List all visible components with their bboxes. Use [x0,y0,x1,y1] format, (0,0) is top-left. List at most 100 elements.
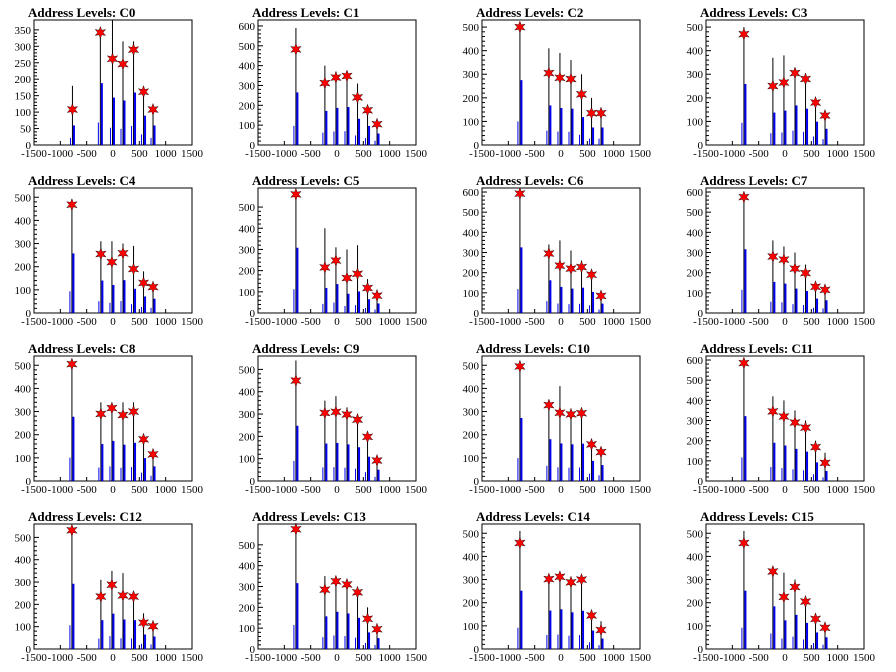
x-tick-label: -1500 [693,484,719,496]
x-tick-label: 500 [131,652,148,664]
peak-marker [575,87,588,101]
peak-marker [565,72,577,86]
x-tick-label: 1000 [155,148,178,160]
x-tick-label: 500 [579,652,596,664]
peak-marker [819,108,831,123]
peak-marker [371,117,383,131]
panel-c2: Address Levels: C20100200300400500-1500-… [463,5,652,160]
y-tick-label: 300 [687,416,704,428]
y-tick-label: 200 [15,430,32,442]
y-tick-label: 100 [463,116,480,128]
peak-marker [799,420,812,435]
peak-marker [554,258,566,273]
x-tick-label: 0 [782,148,788,160]
y-tick-label: 200 [463,268,480,280]
y-tick-label: 100 [15,107,32,119]
x-tick-label: 1500 [853,316,876,328]
y-tick-label: 200 [687,436,704,448]
peak-marker [341,577,353,592]
panel-title: Address Levels: C10 [476,341,590,356]
peak-marker [66,523,78,537]
panel-title: Address Levels: C4 [28,173,136,188]
y-tick-label: 300 [687,575,704,587]
y-tick-label: 600 [463,187,480,199]
peak-marker [319,260,331,275]
x-tick-label: 1000 [379,148,402,160]
peak-marker [543,572,555,586]
x-tick-label: 500 [803,652,820,664]
y-tick-label: 0 [250,308,256,320]
y-tick-label: 0 [250,476,256,488]
peak-marker [514,20,526,34]
x-tick-label: 500 [579,316,596,328]
peak-marker [66,102,79,117]
y-tick-label: 0 [474,140,480,152]
x-tick-label: 500 [131,484,148,496]
panel-title: Address Levels: C7 [700,173,808,188]
x-tick-label: 500 [355,316,372,328]
y-tick-label: 100 [687,116,704,128]
peak-marker [809,440,822,454]
y-tick-label: 100 [239,120,256,132]
x-tick-label: 1500 [181,148,204,160]
panel-c3: Address Levels: C30100200300400500-1500-… [687,5,876,160]
peak-marker [127,589,140,604]
peak-marker [595,289,607,303]
peak-marker [595,623,607,637]
peak-marker [789,261,801,276]
x-tick-label: 1000 [155,484,178,496]
y-tick-label: 500 [15,192,32,204]
y-tick-label: 100 [687,621,704,633]
peak-marker [554,406,566,420]
peak-marker [106,401,118,415]
peak-marker [575,260,588,274]
y-tick-label: 500 [239,202,256,214]
x-tick-label: -1500 [469,484,495,496]
y-tick-label: 300 [15,239,32,251]
peak-marker [789,580,801,594]
y-tick-label: 100 [15,622,32,634]
y-tick-label: 200 [15,262,32,274]
y-tick-label: 300 [15,407,32,419]
panel-c10: Address Levels: C10 0 100 200 300 400 500 -1500… [463,341,652,496]
x-tick-label: 1000 [827,148,850,160]
panel-title: Address Levels: C12 [28,509,142,524]
x-tick-label: 0 [334,652,340,664]
y-tick-label: 400 [687,46,704,58]
peak-marker [767,79,779,93]
y-tick-label: 300 [463,575,480,587]
y-tick-label: 400 [15,555,32,567]
peak-marker [371,622,383,636]
y-tick-label: 400 [687,551,704,563]
x-tick-label: -1500 [21,484,47,496]
x-tick-label: 1000 [603,316,626,328]
x-tick-label: 0 [110,652,116,664]
y-tick-label: 300 [15,41,32,53]
panel-title: Address Levels: C15 [700,509,814,524]
x-tick-label: 1500 [405,148,428,160]
peak-marker [361,103,374,117]
y-tick-label: 0 [698,644,704,656]
y-tick-label: 500 [15,532,32,544]
peak-marker [809,280,822,294]
peak-marker [575,572,588,587]
y-tick-label: 0 [698,140,704,152]
x-tick-label: -1000 [495,148,521,160]
peak-marker [95,407,107,421]
peak-marker [585,106,598,120]
panel-title: Address Levels: C13 [252,509,366,524]
y-tick-label: 0 [250,644,256,656]
x-tick-label: 0 [110,148,116,160]
peak-marker [778,409,790,424]
peak-marker [290,42,302,57]
panel-title: Address Levels: C5 [252,173,360,188]
peak-marker [351,412,364,427]
peak-marker [767,404,779,419]
peak-marker [290,522,302,536]
x-tick-label: 1000 [603,148,626,160]
peak-marker [330,70,342,85]
peak-marker [341,271,353,285]
x-tick-label: 1500 [853,652,876,664]
peak-marker [351,90,364,105]
y-tick-label: 100 [15,285,32,297]
